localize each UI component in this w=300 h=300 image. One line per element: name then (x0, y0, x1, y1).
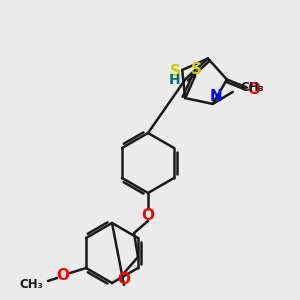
Text: N: N (209, 89, 222, 104)
Text: O: O (248, 82, 260, 97)
Text: S: S (170, 64, 181, 80)
Text: S: S (191, 61, 202, 76)
Text: O: O (118, 272, 130, 286)
Text: CH₃: CH₃ (241, 81, 265, 94)
Text: O: O (56, 268, 70, 284)
Text: CH₃: CH₃ (19, 278, 43, 290)
Text: O: O (142, 208, 154, 223)
Text: H: H (169, 73, 181, 86)
